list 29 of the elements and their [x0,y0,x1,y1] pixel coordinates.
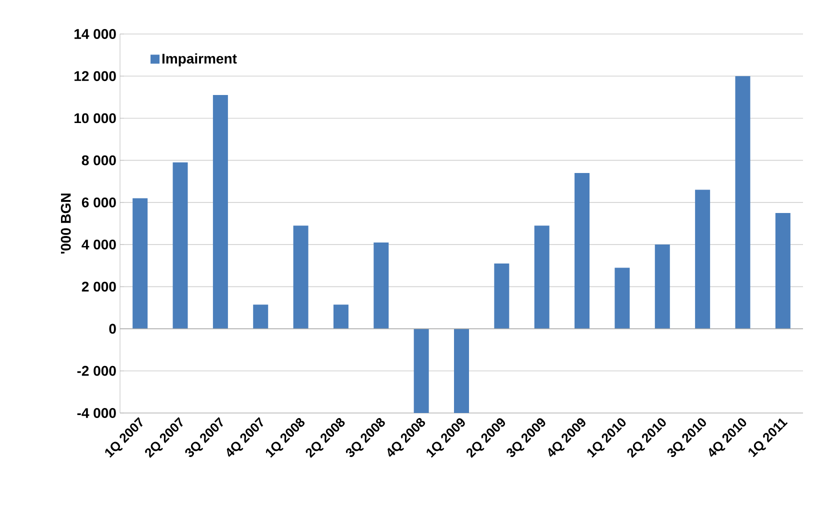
y-tick-label: 10 000 [74,113,116,124]
y-tick-label: 4 000 [82,240,116,250]
y-tick-label: 12 000 [74,71,116,82]
bar [253,304,268,329]
y-tick-label: 2 000 [82,282,116,292]
y-tick-label: 0 [109,324,116,334]
y-tick-label: -2 000 [77,366,116,376]
bar [172,162,188,329]
bar [414,328,429,413]
y-tick-label: 6 000 [82,197,116,208]
bar [374,242,389,329]
bar [132,198,148,329]
bar [494,264,510,329]
bar [534,226,550,329]
y-tick-label: 8 000 [82,155,116,166]
bar [293,226,308,329]
bar [333,304,348,329]
bar [454,328,470,413]
bar [614,268,630,329]
legend-label: Impairment [162,53,237,66]
bar [735,76,750,329]
y-tick-label: 14 000 [74,29,116,39]
bar [775,212,790,329]
bar [574,172,590,329]
bar [695,190,710,329]
y-tick-label: -4 000 [77,408,116,418]
y-axis-title: '000 BGN [60,194,71,254]
bar [212,95,228,329]
bar [654,244,670,329]
